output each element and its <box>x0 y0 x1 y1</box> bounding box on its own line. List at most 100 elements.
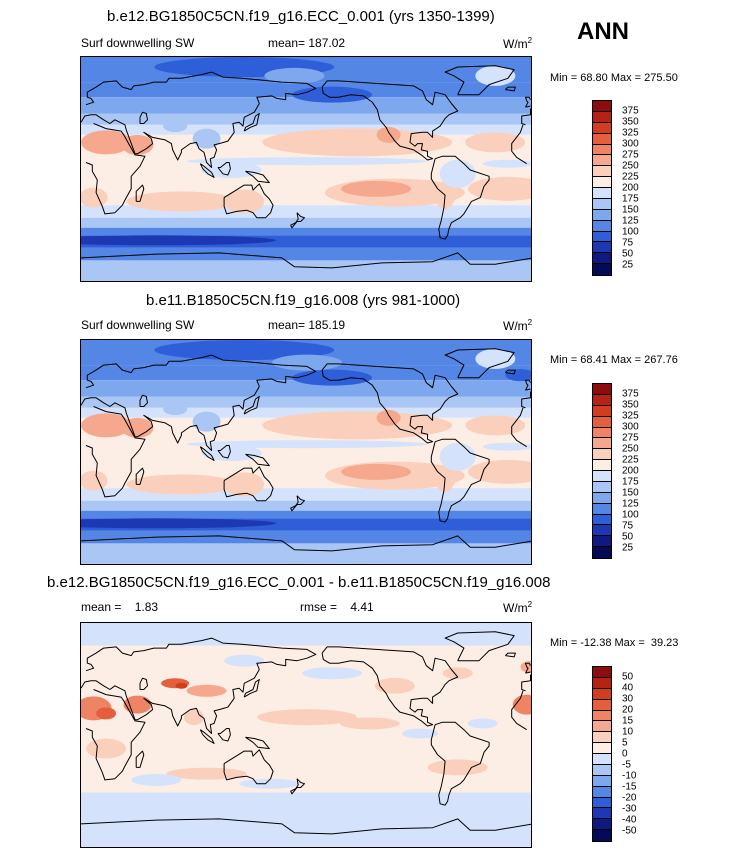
contour-region <box>292 369 373 386</box>
colorbar-tick-label: 75 <box>622 520 634 532</box>
colorbar-tick-label: 15 <box>622 715 634 727</box>
colorbar-tick-label: -40 <box>622 814 637 826</box>
colorbar-swatch <box>593 101 611 112</box>
panel-3-minmax: Min = -12.38 Max = 39.23 <box>550 637 679 649</box>
colorbar-swatch <box>593 786 611 798</box>
colorbar-swatch <box>593 710 611 722</box>
coastline <box>135 467 145 485</box>
coastline <box>290 212 305 229</box>
panel-3-title: b.e12.BG1850C5CN.f19_g16.ECC_0.001 - b.e… <box>47 574 551 591</box>
panel-2-mean-label: mean= 185.19 <box>268 318 346 332</box>
colorbar-tick-label: 300 <box>622 138 639 150</box>
latitude-band <box>81 396 531 408</box>
colorbar-tick-label: 125 <box>622 215 639 227</box>
colorbar-tick-label: 50 <box>622 248 634 260</box>
coastline <box>81 535 531 552</box>
coastline <box>139 111 148 124</box>
latitude-band <box>81 543 531 564</box>
contour-region <box>341 180 412 197</box>
contour-region <box>374 677 415 694</box>
colorbar-tick-label: 350 <box>622 399 639 411</box>
panel-3-colorbar <box>592 666 612 842</box>
colorbar-tick-label: -20 <box>622 792 637 804</box>
contour-region <box>224 189 265 214</box>
latitude-band <box>81 623 531 646</box>
contour-region <box>465 415 526 436</box>
colorbar-swatch <box>593 133 611 145</box>
coastline <box>139 394 148 407</box>
contour-region <box>376 409 401 426</box>
contour-region <box>262 411 453 440</box>
latitude-band <box>81 217 531 228</box>
colorbar-tick-label: 40 <box>622 682 634 694</box>
colorbar-tick-label: 100 <box>622 226 639 238</box>
colorbar-swatch <box>593 460 611 471</box>
coastline <box>321 363 459 444</box>
season-label: ANN <box>577 18 629 45</box>
contour-region <box>292 86 373 103</box>
contour-region <box>86 738 127 759</box>
colorbar-swatch <box>593 144 611 156</box>
coastline <box>430 721 490 806</box>
coastline <box>217 728 231 742</box>
contour-region <box>482 159 531 168</box>
contour-region <box>262 128 453 157</box>
coastline <box>199 446 215 461</box>
panel-1-units: W/m2 <box>503 36 533 51</box>
panel-2-variable-label: Surf downwelling SW <box>81 318 195 332</box>
colorbar-swatch <box>593 209 611 221</box>
contour-region <box>505 369 531 382</box>
colorbar-swatch <box>593 775 611 787</box>
colorbar-swatch <box>593 155 611 167</box>
coastline <box>81 354 531 451</box>
colorbar-swatch <box>593 830 611 841</box>
colorbar-tick-label: 375 <box>622 105 639 117</box>
colorbar-tick-label: -10 <box>622 770 637 782</box>
panel-2-units: W/m2 <box>503 318 533 333</box>
colorbar-swatch <box>593 242 611 254</box>
colorbar-tick-label: 30 <box>622 693 634 705</box>
contour-region <box>482 442 531 451</box>
contour-region <box>81 518 277 529</box>
coastline <box>243 396 260 415</box>
colorbar-swatch <box>593 481 611 493</box>
contour-region <box>224 654 265 667</box>
coastline <box>243 113 260 132</box>
latitude-band <box>81 530 531 544</box>
colorbar-tick-label: 25 <box>622 259 634 271</box>
panel-1-map <box>80 56 532 282</box>
contour-region <box>121 134 154 155</box>
contour-region <box>402 728 438 739</box>
contour-region <box>163 120 188 133</box>
panel-1-minmax: Min = 68.80 Max = 275.50 <box>550 72 678 84</box>
contour-region <box>512 694 531 715</box>
colorbar-tick-label: 300 <box>622 421 639 433</box>
coastline <box>505 86 516 92</box>
colorbar-swatch <box>593 471 611 482</box>
colorbar-swatch <box>593 677 611 689</box>
contour-region <box>439 442 476 471</box>
latitude-band <box>81 510 531 519</box>
colorbar-tick-label: -15 <box>622 781 637 793</box>
coastline <box>525 379 531 391</box>
colorbar-swatch <box>593 427 611 439</box>
colorbar-tick-label: 5 <box>622 737 628 749</box>
colorbar-swatch <box>593 699 611 711</box>
panel-3-mean-label: mean = 1.83 <box>81 600 159 614</box>
colorbar-swatch <box>593 819 611 831</box>
colorbar-swatch <box>593 525 611 537</box>
colorbar-swatch <box>593 177 611 188</box>
coastline <box>444 65 515 96</box>
coastline <box>525 96 531 108</box>
contour-region <box>465 132 526 153</box>
contour-region <box>201 445 262 461</box>
coastline <box>217 162 231 176</box>
coastline <box>321 80 459 161</box>
coastline <box>505 369 516 375</box>
colorbar-swatch <box>593 416 611 428</box>
colorbar-tick-label: 10 <box>622 726 634 738</box>
colorbar-swatch <box>593 198 611 210</box>
coastline <box>223 466 274 502</box>
colorbar-swatch <box>593 547 611 558</box>
colorbar-swatch <box>593 503 611 515</box>
